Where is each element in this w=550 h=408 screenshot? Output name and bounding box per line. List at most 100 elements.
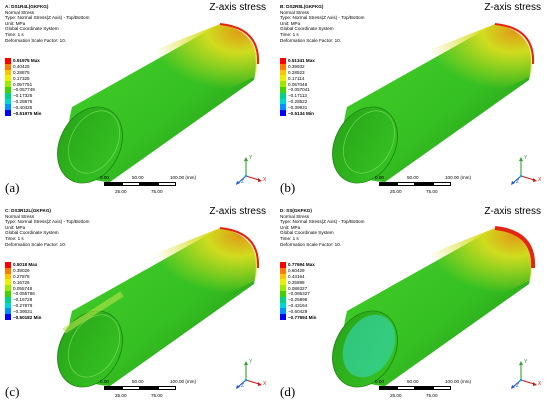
legend-swatch <box>280 63 286 70</box>
stress-legend[interactable]: 0.51975 Max 0.40425 0.28875 0.17325 0.057751… <box>5 58 41 116</box>
legend-swatch <box>5 75 11 82</box>
result-panel-c[interactable]: C: DS3R12L(GKFKG) Normal Stress Type: Norm… <box>2 206 274 406</box>
triad-graphic <box>236 157 262 185</box>
legend-entry: −0.25898 <box>280 296 316 303</box>
scale-label: 75.00 <box>151 189 163 194</box>
scale-label: 75.00 <box>426 393 438 398</box>
legend-entry: 0.27878 <box>5 273 41 280</box>
legend-value: −0.055766 <box>13 291 35 297</box>
stress-edge-red <box>494 23 535 65</box>
legend-value: 0.25898 <box>288 279 305 285</box>
legend-swatch <box>5 296 11 303</box>
legend-value: 0.28523 <box>288 69 305 75</box>
legend-swatch <box>280 308 286 315</box>
result-panel-d[interactable]: D: SS(GKFKG) Normal Stress Type: Normal St… <box>277 206 549 406</box>
scale-label: 0.00 <box>375 175 384 180</box>
result-name: B: DS2R8L(GKFKG) <box>280 4 324 9</box>
scale-segment <box>122 386 140 390</box>
legend-entry: −0.17325 <box>5 92 41 99</box>
stress-legend[interactable]: 0.77694 Max 0.60429 0.43164 0.25898 0.086327… <box>280 262 316 320</box>
axis-triad-icon[interactable]: Y X Z <box>232 154 270 188</box>
result-name: C: DS3R12L(GKFKG) <box>5 208 51 213</box>
legend-entry: −0.39931 <box>280 104 315 111</box>
result-info: A: DS1R4L(GKFKG) Normal Stress Type: Norma… <box>5 4 89 43</box>
triad-z-label: Z <box>516 383 520 389</box>
result-panel-a[interactable]: A: DS1R4L(GKFKG) Normal Stress Type: Norma… <box>2 2 274 202</box>
legend-swatch <box>280 75 286 82</box>
scale-label: 0.00 <box>100 379 109 384</box>
result-info-line: Deformation Scale Factor: 10. <box>280 241 342 247</box>
legend-entry: 0.77694 Max <box>280 262 316 268</box>
axis-triad-icon[interactable]: Y X Z <box>507 154 545 188</box>
cylinder-model-view[interactable] <box>2 2 274 202</box>
triad-z-label: Z <box>241 383 245 389</box>
legend-entry: 0.055748 <box>5 285 41 291</box>
result-info-line: Deformation Scale Factor: 10. <box>5 241 67 247</box>
legend-entry: −0.77694 Min <box>280 314 316 320</box>
axis-triad-icon[interactable]: Y X Z <box>507 358 545 392</box>
result-info-line: Type: Normal Stress(Z Axis) - Top/Bottom <box>280 219 365 225</box>
result-info-line: Type: Normal Stress(Z Axis) - Top/Bottom <box>280 15 365 21</box>
legend-value: −0.60429 <box>288 308 308 314</box>
result-panel-b[interactable]: B: DS2R8L(GKFKG) Normal Stress Type: Norma… <box>277 2 549 202</box>
legend-entry: 0.16726 <box>5 279 41 286</box>
scale-segment <box>415 386 433 390</box>
scale-segment <box>140 386 158 390</box>
legend-entry: −0.28875 <box>5 98 41 105</box>
stress-edge-red <box>494 226 536 269</box>
result-name: A: DS1R4L(GKFKG) <box>5 4 49 9</box>
scale-segment <box>379 182 397 186</box>
scale-label: 100.00 (mm) <box>170 379 197 384</box>
result-info-line: Global Coordinate System <box>280 230 334 236</box>
legend-swatch <box>280 104 286 111</box>
triad-x-label: X <box>538 381 542 387</box>
stress-legend[interactable]: 0.5018 Max 0.39029 0.27878 0.16726 0.055748−… <box>5 262 41 320</box>
result-info-line: Global Coordinate System <box>280 26 334 32</box>
legend-entry: −0.057749 <box>5 86 41 93</box>
legend-entry: −0.055766 <box>5 290 41 297</box>
cylinder-model-view[interactable] <box>2 206 274 406</box>
legend-value: −0.057749 <box>13 87 35 93</box>
legend-value: −0.39031 <box>13 308 33 314</box>
legend-swatch <box>280 58 286 64</box>
legend-swatch <box>5 92 11 99</box>
legend-value: −0.17325 <box>13 93 33 99</box>
legend-entry: 0.057048 <box>280 81 315 87</box>
result-info-line: Normal Stress <box>5 9 35 15</box>
legend-swatch <box>280 86 286 93</box>
result-info-line: Unit: MPa <box>5 20 26 26</box>
legend-swatch <box>5 273 11 280</box>
triad-graphic <box>511 157 537 185</box>
legend-value: 0.5018 Max <box>13 262 38 268</box>
result-info: B: DS2R8L(GKFKG) Normal Stress Type: Norma… <box>280 4 364 43</box>
legend-value: 0.17114 <box>288 75 305 81</box>
result-info-line: Normal Stress <box>280 213 310 219</box>
scale-segment <box>433 182 451 186</box>
scale-segment <box>104 386 122 390</box>
view-title: Z-axis stress <box>209 2 266 13</box>
legend-value: 0.39932 <box>288 64 305 70</box>
legend-swatch <box>5 86 11 93</box>
legend-value: −0.39931 <box>288 104 308 110</box>
legend-swatch <box>280 273 286 280</box>
legend-entry: 0.40425 <box>5 63 41 70</box>
legend-entry: 0.057751 <box>5 81 41 87</box>
legend-value: −0.43164 <box>288 302 308 308</box>
scale-label: 0.00 <box>100 175 109 180</box>
result-info-line: Deformation Scale Factor: 10. <box>5 37 67 43</box>
scale-segment <box>158 386 176 390</box>
view-title: Z-axis stress <box>484 206 541 217</box>
scale-label: 25.00 <box>390 189 402 194</box>
cylinder-model-view[interactable] <box>277 206 549 406</box>
legend-swatch <box>5 63 11 70</box>
scale-segment <box>379 386 397 390</box>
view-title: Z-axis stress <box>209 206 266 217</box>
axis-triad-icon[interactable]: Y X Z <box>232 358 270 392</box>
legend-entry: −0.40425 <box>5 104 41 111</box>
legend-value: 0.28875 <box>13 69 30 75</box>
legend-value: −0.086327 <box>288 291 310 297</box>
stress-legend[interactable]: 0.51341 Max 0.39932 0.28523 0.17114 0.057048… <box>280 58 315 116</box>
legend-value: −0.28522 <box>288 98 308 104</box>
cylinder-model-view[interactable] <box>277 2 549 202</box>
legend-value: 0.40425 <box>13 64 30 70</box>
